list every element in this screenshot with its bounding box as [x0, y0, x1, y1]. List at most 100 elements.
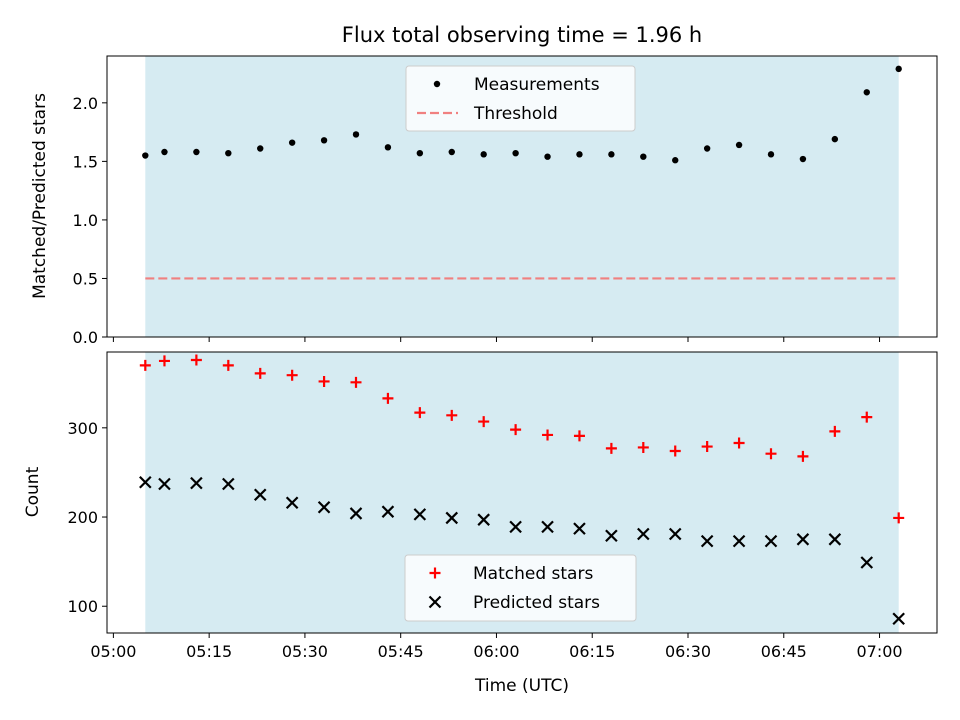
measurement-point [544, 153, 551, 160]
bottom-legend [404, 554, 637, 622]
predicted-star-point [732, 534, 746, 548]
predicted-star-point [139, 475, 152, 489]
predicted-star-point [477, 513, 490, 526]
legend-measurements-label: Measurements [474, 75, 600, 95]
predicted-star-point [509, 520, 522, 534]
matched-star-point [286, 369, 298, 381]
measurement-point [448, 148, 455, 156]
measurement-point [608, 151, 615, 158]
measurement-point [142, 152, 149, 159]
chart-title: Flux total observing time = 1.96 h [342, 23, 702, 47]
matched-star-point [573, 430, 585, 442]
measurement-point [416, 149, 424, 157]
predicted-star-point [381, 505, 395, 518]
predicted-star-point [668, 527, 682, 541]
top-ytick-label: 0.5 [73, 269, 98, 288]
x-tick-label: 07:00 [856, 642, 902, 661]
matched-star-point [701, 441, 713, 453]
matched-star-point [637, 441, 649, 453]
predicted-star-point [605, 529, 618, 543]
matched-star-point [510, 424, 522, 436]
matched-star-point [829, 425, 841, 437]
predicted-star-point [222, 477, 235, 491]
matched-star-point [542, 429, 554, 441]
legend-predicted-marker [428, 595, 442, 609]
matched-star-point [733, 437, 745, 449]
measurement-point [352, 131, 360, 138]
measurement-point [735, 141, 743, 149]
bottom-ytick-label: 300 [67, 419, 98, 438]
predicted-star-point [828, 533, 842, 546]
top-ytick-label: 0.0 [73, 328, 98, 347]
measurement-point [225, 149, 232, 157]
bottom-ytick-label: 200 [67, 508, 98, 527]
predicted-star-point [253, 488, 267, 502]
x-tick-label: 06:15 [569, 642, 615, 661]
matched-star-point [318, 375, 330, 387]
measurement-point [672, 157, 679, 164]
predicted-star-point [349, 507, 363, 520]
matched-star-point [765, 448, 777, 460]
x-axis-label: Time (UTC) [474, 676, 569, 696]
x-tick-label: 06:45 [761, 642, 807, 661]
bottom-panel: 100 200 300 05:00 05:15 05:30 05:45 06:00 06:15 0… [67, 351, 938, 661]
predicted-star-point [445, 511, 459, 525]
matched-star-point [414, 407, 426, 419]
predicted-star-point [860, 556, 874, 569]
predicted-star-point [573, 522, 586, 535]
matched-star-point [190, 354, 202, 366]
predicted-star-point [190, 476, 203, 490]
top-panel: 0.0 0.5 1.0 1.5 2.0 Measurements Threshold [73, 55, 938, 347]
measurement-point [831, 135, 839, 143]
x-tick-label: 06:00 [473, 642, 519, 661]
measurement-point [640, 153, 647, 160]
x-tick-label: 05:30 [282, 642, 328, 661]
predicted-star-point [700, 534, 714, 548]
matched-star-point [222, 359, 234, 371]
legend-measurements-marker [433, 80, 441, 88]
predicted-star-point [413, 508, 427, 521]
top-axes-frame [106, 55, 938, 338]
matched-star-point [861, 411, 873, 423]
legend-predicted-label: Predicted stars [473, 593, 600, 613]
measurement-point [576, 151, 583, 158]
matched-star-point [446, 409, 458, 421]
x-tick-label: 05:00 [90, 642, 136, 661]
matched-star-point [478, 416, 490, 428]
measurement-point [703, 145, 711, 152]
matched-star-point [158, 355, 170, 367]
matched-star-point [139, 359, 151, 371]
x-tick-label: 06:30 [665, 642, 711, 661]
measurement-point [161, 148, 168, 156]
predicted-star-point [796, 533, 810, 546]
bottom-axes-frame [106, 351, 938, 634]
top-ytick-label: 2.0 [73, 94, 98, 113]
matched-star-point [669, 445, 681, 457]
bottom-ytick-label: 100 [67, 597, 98, 616]
measurement-point [799, 155, 807, 163]
top-ytick-label: 1.5 [73, 152, 98, 171]
matched-star-point [605, 442, 617, 454]
measurement-point [320, 137, 328, 144]
predicted-star-point [637, 527, 650, 541]
top-ytick-label: 1.0 [73, 211, 98, 230]
measurement-point [895, 65, 902, 73]
measurement-point [863, 89, 870, 96]
predicted-star-point [317, 500, 331, 514]
predicted-star-point [158, 477, 171, 491]
matched-star-point [254, 367, 266, 379]
measurement-point [480, 151, 487, 158]
x-tick-label: 05:15 [186, 642, 232, 661]
measurement-point [512, 149, 519, 157]
measurement-point [288, 139, 296, 146]
bottom-y-axis-label: Count [23, 466, 43, 517]
matched-star-point [382, 392, 394, 404]
measurement-point [384, 144, 392, 151]
matched-star-point [893, 512, 905, 524]
predicted-star-point [541, 520, 554, 534]
measurement-point [257, 145, 264, 152]
measurement-point [767, 151, 775, 158]
legend-matched-marker [429, 567, 441, 579]
predicted-star-point [892, 612, 905, 626]
